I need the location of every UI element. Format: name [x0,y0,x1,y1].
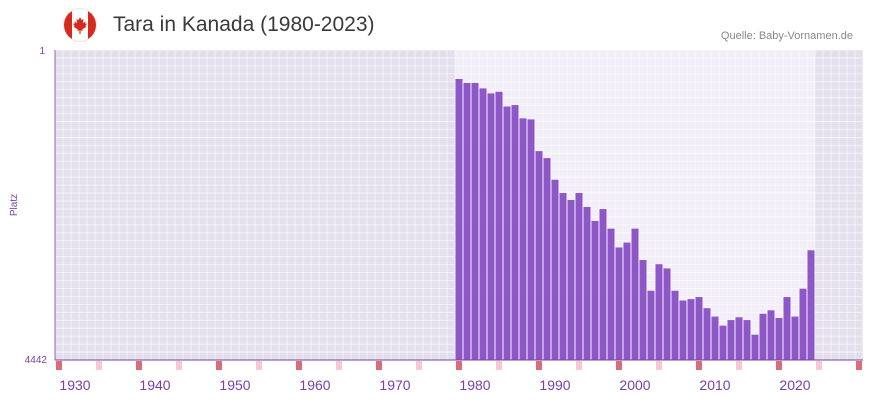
bar-1992 [567,200,575,360]
bar-2014 [743,320,751,360]
bar-2012 [727,320,735,360]
decade-marker-2018 [776,361,782,370]
x-tick-label: 1940 [139,377,170,393]
x-tick-label: 1970 [379,377,410,393]
bar-1998 [615,247,623,360]
bar-2016 [759,313,767,360]
bar-1987 [527,119,535,360]
bar-2013 [735,317,743,360]
bar-1978 [455,78,463,361]
bar-1986 [519,118,527,360]
bar-1983 [495,91,503,360]
half-decade-marker-1943 [176,361,182,370]
decade-marker-1978 [456,361,462,370]
bar-2009 [703,308,711,360]
x-tick-label: 1960 [299,377,330,393]
bar-2002 [647,290,655,360]
x-tick-label: 2000 [619,377,650,393]
decade-marker-2028 [856,361,862,370]
bar-2020 [791,316,799,360]
half-decade-marker-1963 [336,361,342,370]
bar-1984 [503,106,511,360]
source-credit: Quelle: Baby-Vornamen.de [720,30,853,42]
decade-marker-1928 [56,361,62,370]
decade-marker-1948 [216,361,222,370]
bar-1981 [479,88,487,360]
bar-1993 [575,193,583,360]
x-tick-label: 1950 [219,377,250,393]
half-decade-marker-1953 [256,361,262,370]
bar-2010 [711,316,719,360]
chart-title: Tara in Kanada (1980-2023) [113,13,375,36]
canada-flag-icon [64,9,96,41]
bar-1985 [511,105,519,360]
half-decade-marker-2003 [656,361,662,370]
bar-1982 [487,93,495,360]
bar-2021 [799,288,807,360]
y-tick-label-top: 1 [39,46,45,57]
decade-marker-1988 [536,361,542,370]
bar-1996 [599,209,607,360]
bar-1990 [551,179,559,360]
bar-2022 [807,250,815,360]
bar-2005 [671,290,679,360]
decade-marker-2008 [696,361,702,370]
bar-2004 [663,268,671,360]
bar-1994 [583,206,591,360]
y-tick-label-bottom: 4442 [25,355,48,366]
bar-1997 [607,228,615,360]
decade-marker-1958 [296,361,302,370]
decade-marker-1938 [136,361,142,370]
decade-marker-1968 [376,361,382,370]
half-decade-marker-2013 [736,361,742,370]
x-tick-label: 1990 [539,377,570,393]
half-decade-marker-1983 [496,361,502,370]
x-tick-label: 1930 [59,377,90,393]
x-tick-label: 2010 [699,377,730,393]
bar-1988 [535,151,543,360]
bar-1989 [543,158,551,360]
bar-1980 [471,82,479,360]
bar-2001 [639,260,647,360]
half-decade-marker-1973 [416,361,422,370]
x-tick-label: 2020 [779,377,810,393]
x-tick-label: 1980 [459,377,490,393]
decade-marker-1998 [616,361,622,370]
half-decade-marker-1933 [96,361,102,370]
bar-2007 [687,299,695,360]
bar-2015 [751,334,759,360]
bar-2003 [655,264,663,360]
bar-2018 [775,317,783,360]
half-decade-marker-2023 [816,361,822,370]
bar-1979 [463,82,471,360]
y-axis-label: Platz [9,194,20,216]
bar-2019 [783,297,791,360]
bar-2006 [679,300,687,360]
half-decade-marker-1993 [576,361,582,370]
bar-1999 [623,242,631,360]
bar-2008 [695,297,703,360]
bar-2011 [719,325,727,360]
bar-2017 [767,310,775,360]
bar-1991 [559,193,567,360]
bar-2000 [631,228,639,360]
bar-1995 [591,220,599,360]
